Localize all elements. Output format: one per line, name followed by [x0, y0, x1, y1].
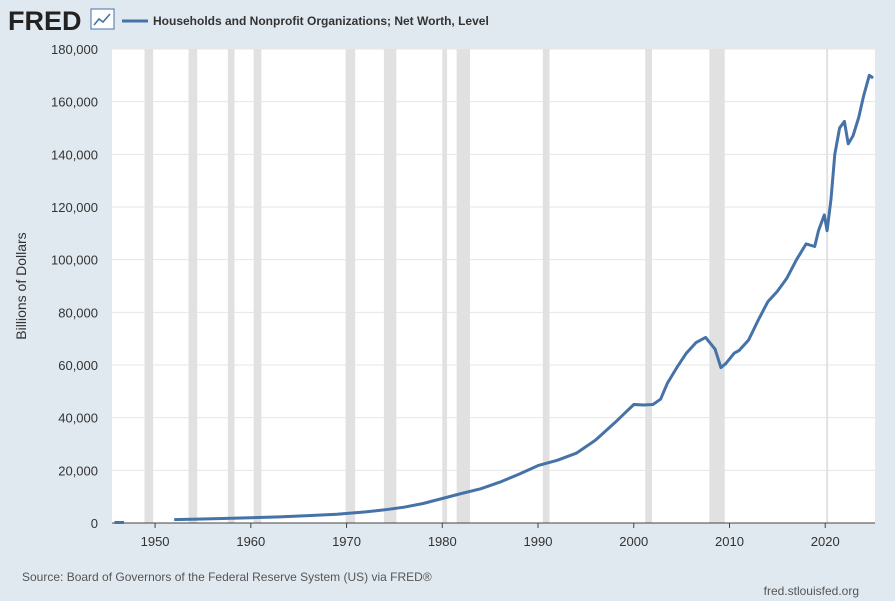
recession-bar [709, 49, 725, 523]
recession-bar [188, 49, 198, 523]
x-tick-label: 2000 [619, 534, 648, 549]
x-axis: 1950 1960 1970 1980 1990 2000 2010 2020 [112, 522, 875, 549]
y-tick-label: 60,000 [58, 358, 98, 373]
recession-bar [345, 49, 356, 523]
legend-label: Households and Nonprofit Organizations; … [153, 14, 489, 28]
recession-bar [442, 49, 448, 523]
series-line [114, 73, 874, 524]
recession-bar [826, 49, 829, 523]
y-tick-label: 180,000 [51, 42, 98, 57]
y-tick-label: 160,000 [51, 95, 98, 110]
recession-bar [253, 49, 262, 523]
gridlines [112, 48, 875, 471]
y-tick-label: 0 [91, 516, 98, 531]
x-tick-label: 2020 [811, 534, 840, 549]
recession-bar [383, 49, 397, 523]
recession-bar [227, 49, 235, 523]
trend-chart-icon [90, 8, 115, 30]
y-tick-label: 140,000 [51, 147, 98, 162]
plot-area [112, 49, 875, 523]
source-note: Source: Board of Governors of the Federa… [22, 570, 432, 584]
y-axis-label: Billions of Dollars [13, 232, 29, 339]
recession-bars [144, 49, 829, 523]
x-tick-label: 1960 [236, 534, 265, 549]
x-tick-label: 2010 [715, 534, 744, 549]
y-tick-label: 120,000 [51, 200, 98, 215]
x-tick-label: 1950 [141, 534, 170, 549]
site-link[interactable]: fred.stlouisfed.org [763, 584, 859, 598]
recession-bar [645, 49, 652, 523]
x-tick-label: 1970 [332, 534, 361, 549]
y-axis: 0 20,000 40,000 60,000 80,000 100,000 120,000 1… [51, 42, 98, 531]
recession-bar [144, 49, 154, 523]
y-tick-label: 100,000 [51, 253, 98, 268]
recession-bar [456, 49, 471, 523]
recession-bar [542, 49, 550, 523]
x-tick-label: 1980 [428, 534, 457, 549]
y-tick-label: 40,000 [58, 411, 98, 426]
x-tick-label: 1990 [524, 534, 553, 549]
y-tick-label: 20,000 [58, 463, 98, 478]
fred-logo[interactable]: FRED [8, 6, 82, 36]
y-tick-label: 80,000 [58, 305, 98, 320]
